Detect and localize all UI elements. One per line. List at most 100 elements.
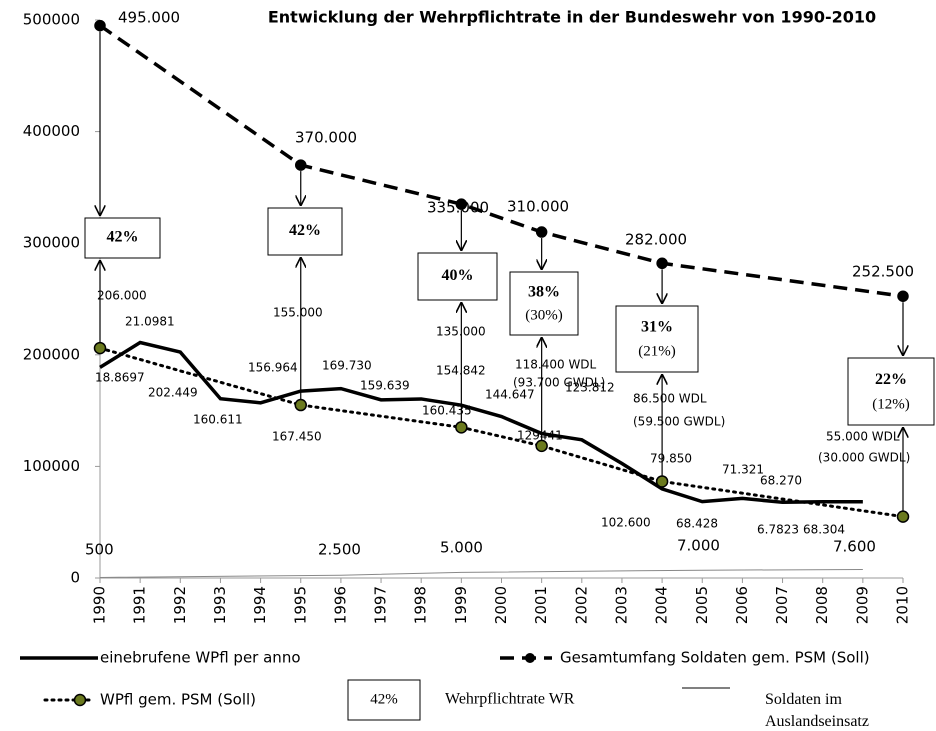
- series-marker: [897, 290, 909, 302]
- x-tick-label: 1990: [91, 586, 109, 624]
- series-marker: [455, 421, 468, 434]
- rate-label: 38%: [528, 283, 560, 300]
- series-line: [98, 346, 905, 519]
- y-tick-label: 400000: [23, 122, 80, 140]
- series-marker: [295, 159, 307, 171]
- rate-label: 42%: [107, 229, 139, 246]
- x-tick-label: 2001: [532, 586, 550, 624]
- data-label: 155.000: [273, 306, 323, 320]
- legend-label: einebrufene WPfl per anno: [100, 649, 301, 667]
- data-label: 18.8697: [95, 371, 145, 385]
- y-tick-label: 100000: [23, 457, 80, 475]
- rate-box: [615, 305, 699, 373]
- legend-swatch: [525, 653, 535, 663]
- y-tick-label: 300000: [23, 234, 80, 252]
- data-label: 159.639: [360, 379, 410, 393]
- data-label: 282.000: [625, 231, 687, 249]
- data-label: 71.321: [722, 463, 764, 477]
- data-label: 500: [85, 541, 114, 559]
- data-label: 21.0981: [125, 315, 175, 329]
- data-label: 68.304: [803, 523, 845, 537]
- series-marker: [94, 19, 106, 32]
- series-marker: [655, 475, 669, 488]
- x-tick-label: 2005: [693, 586, 711, 624]
- data-label: 68.270: [760, 474, 802, 488]
- series-marker: [455, 198, 468, 210]
- series-line: [99, 24, 904, 298]
- rate-box: [417, 252, 498, 301]
- data-label: 310.000: [507, 198, 569, 216]
- rate-sub-label: (30%): [525, 308, 563, 324]
- x-tick-label: 2006: [733, 586, 751, 624]
- data-label: 144.647: [485, 388, 535, 402]
- data-label: 129441: [517, 429, 563, 443]
- x-tick-label: 2004: [653, 586, 671, 624]
- x-tick-label: 2000: [492, 586, 510, 624]
- legend-swatch: [73, 693, 87, 707]
- legend-label: Soldaten im Auslandseinsatz: [765, 691, 869, 730]
- data-label: (59.500 GWDL): [633, 415, 725, 429]
- y-tick-label: 200000: [23, 345, 80, 363]
- legend-sample: 42%: [370, 691, 398, 707]
- data-label: 202.449: [148, 386, 198, 400]
- x-tick-label: 1991: [131, 586, 149, 624]
- series-marker: [535, 226, 548, 238]
- data-label: 68.428: [676, 517, 718, 531]
- legend-label: Gesamtumfang Soldaten gem. PSM (Soll): [560, 649, 870, 667]
- x-tick-label: 1998: [412, 586, 430, 624]
- legend-label: WPfl gem. PSM (Soll): [100, 691, 256, 709]
- x-tick-label: 1997: [372, 586, 390, 624]
- series-line: [99, 569, 863, 578]
- rate-box: [267, 207, 343, 256]
- y-tick-label: 500000: [23, 11, 80, 29]
- data-label: 6.7823: [757, 523, 799, 537]
- data-label: (30.000 GWDL): [818, 451, 910, 465]
- data-label: 79.850: [650, 452, 692, 466]
- x-tick-label: 2003: [612, 586, 630, 624]
- legend-swatch: [347, 679, 421, 721]
- x-tick-label: 2008: [813, 586, 831, 624]
- data-label: 495.000: [118, 9, 180, 27]
- data-label: 156.964: [248, 361, 298, 375]
- data-label: 5.000: [440, 539, 483, 557]
- x-tick-label: 1993: [211, 586, 229, 624]
- data-label: 102.600: [601, 516, 651, 530]
- data-label: 86.500 WDL: [633, 392, 707, 406]
- data-label: (93.700 GWDL): [513, 376, 605, 390]
- data-label: 169.730: [322, 359, 372, 373]
- x-tick-label: 1999: [452, 586, 470, 624]
- series-marker: [93, 341, 107, 355]
- rate-label: 40%: [442, 267, 474, 284]
- rate-sub-label: (12%): [872, 396, 910, 412]
- series-marker: [656, 257, 668, 270]
- data-label: 123.812: [565, 381, 615, 395]
- data-label: 7.000: [677, 537, 720, 555]
- x-tick-label: 1992: [171, 586, 189, 624]
- data-label: 335.000: [427, 199, 489, 217]
- rate-label: 22%: [875, 371, 907, 388]
- rate-label: 42%: [289, 222, 321, 239]
- series-line: [99, 340, 863, 505]
- rate-sub-label: (21%): [638, 344, 676, 360]
- data-label: 160.435: [422, 404, 472, 418]
- series-marker: [535, 439, 548, 453]
- rate-box: [847, 357, 935, 426]
- data-label: 118.400 WDL: [515, 358, 597, 372]
- data-label: 2.500: [318, 541, 361, 559]
- x-tick-label: 2007: [773, 586, 791, 624]
- legend-label: Wehrpflichtrate WR: [445, 691, 575, 708]
- data-label: 206.000: [97, 289, 147, 303]
- data-label: 160.611: [193, 413, 243, 427]
- x-tick-label: 2002: [572, 586, 590, 624]
- series-marker: [896, 510, 910, 523]
- data-label: 55.000 WDL: [826, 430, 900, 444]
- series-marker: [294, 398, 307, 412]
- y-tick-label: 0: [70, 569, 80, 587]
- rate-box: [509, 271, 579, 336]
- data-label: 7.600: [833, 538, 876, 556]
- data-label: 252.500: [852, 263, 914, 281]
- rate-box: [84, 217, 161, 259]
- data-label: 167.450: [272, 430, 322, 444]
- x-tick-label: 2010: [894, 586, 912, 624]
